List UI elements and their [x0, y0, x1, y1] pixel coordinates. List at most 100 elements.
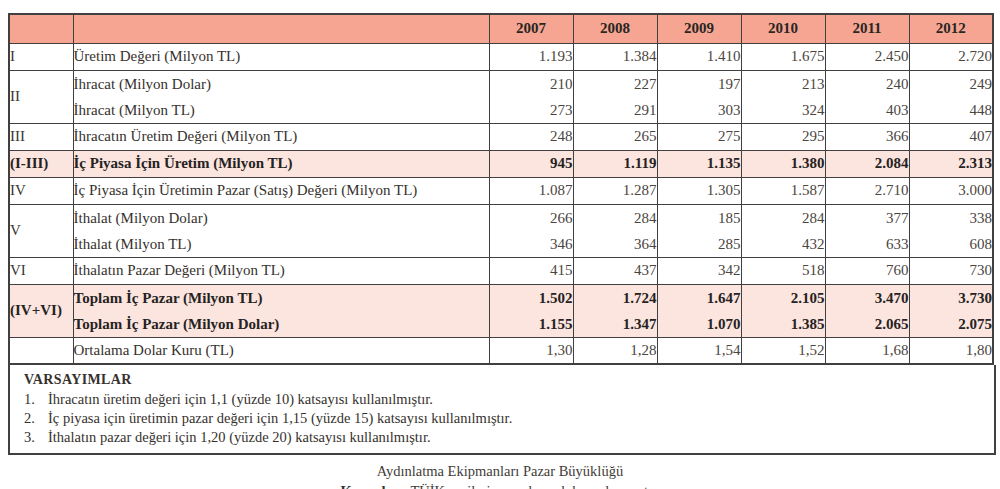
table-row: IV İç Piyasa İçin Üretimin Pazar (Satış)…: [9, 177, 993, 204]
value-cell: 2.313: [909, 150, 993, 177]
table-row: VI İthalatın Pazar Değeri (Milyon TL) 41…: [9, 257, 993, 284]
value-cell: 249448: [909, 70, 993, 123]
value-cell: 945: [489, 150, 573, 177]
row-label-line: İthalat (Milyon Dolar): [74, 205, 489, 231]
table-caption: Aydınlatma Ekipmanları Pazar Büyüklüğü K…: [8, 461, 992, 489]
value-cell: 1.193: [489, 43, 573, 70]
value-cell: 295: [741, 123, 825, 150]
assumption-number: 1.: [24, 390, 48, 409]
header-empty-cell: [73, 14, 489, 43]
source-text: TÜİK verileri esas alınarak hesaplanmışt…: [410, 483, 659, 489]
value-cell: 1.6471.070: [657, 284, 741, 337]
value-cell: 1.380: [741, 150, 825, 177]
assumption-item: 3. İthalatın pazar değeri için 1,20 (yüz…: [24, 428, 984, 447]
value-cell: 1,80: [909, 337, 993, 364]
value-cell: 1.135: [657, 150, 741, 177]
row-id-cell: VI: [9, 257, 73, 284]
assumption-item: 2. İç piyasa için üretimin pazar değeri …: [24, 409, 984, 428]
row-label-line: Toplam İç Pazar (Milyon Dolar): [74, 311, 489, 337]
assumption-text: İhracatın üretim değeri için 1,1 (yüzde …: [48, 390, 984, 409]
row-label-cell: İhracat (Milyon Dolar) İhracat (Milyon T…: [73, 70, 489, 123]
assumptions-box: VARSAYIMLAR 1. İhracatın üretim değeri i…: [8, 365, 996, 455]
year-header: 2010: [741, 14, 825, 43]
value-cell: 1,68: [825, 337, 909, 364]
caption-title: Aydınlatma Ekipmanları Pazar Büyüklüğü: [8, 461, 992, 481]
table-row: III İhracatın Üretim Değeri (Milyon TL) …: [9, 123, 993, 150]
row-label-cell: İthalat (Milyon Dolar) İthalat (Milyon T…: [73, 204, 489, 257]
assumption-item: 1. İhracatın üretim değeri için 1,1 (yüz…: [24, 390, 984, 409]
value-cell: 342: [657, 257, 741, 284]
year-header: 2007: [489, 14, 573, 43]
value-cell: 1.287: [573, 177, 657, 204]
row-id-cell: IV: [9, 177, 73, 204]
table-row: Ortalama Dolar Kuru (TL) 1,30 1,28 1,54 …: [9, 337, 993, 364]
value-cell: 366: [825, 123, 909, 150]
value-cell: 1.587: [741, 177, 825, 204]
caption-source: Kaynak:TÜİK verileri esas alınarak hesap…: [8, 481, 992, 489]
table-row: I Üretim Değeri (Milyon TL) 1.193 1.384 …: [9, 43, 993, 70]
source-separator: :: [390, 481, 411, 489]
year-header: 2009: [657, 14, 741, 43]
value-cell: 338608: [909, 204, 993, 257]
assumptions-title: VARSAYIMLAR: [24, 370, 984, 390]
assumption-number: 2.: [24, 409, 48, 428]
value-cell: 1.384: [573, 43, 657, 70]
source-label: Kaynak: [340, 483, 389, 489]
value-cell: 210273: [489, 70, 573, 123]
row-label-line: İhracat (Milyon Dolar): [74, 71, 489, 97]
document-page: 2007 2008 2009 2010 2011 2012 I Üretim D…: [0, 0, 1000, 489]
table-header-row: 2007 2008 2009 2010 2011 2012: [9, 14, 993, 43]
value-cell: 1,30: [489, 337, 573, 364]
value-cell: 275: [657, 123, 741, 150]
value-cell: 760: [825, 257, 909, 284]
value-cell: 265: [573, 123, 657, 150]
value-cell: 2.450: [825, 43, 909, 70]
value-cell: 248: [489, 123, 573, 150]
value-cell: 730: [909, 257, 993, 284]
value-cell: 2.1051.385: [741, 284, 825, 337]
value-cell: 1.119: [573, 150, 657, 177]
value-cell: 2.720: [909, 43, 993, 70]
value-cell: 197303: [657, 70, 741, 123]
row-id-cell: (IV+VI): [9, 284, 73, 337]
row-id-cell: II: [9, 70, 73, 123]
row-id-cell: III: [9, 123, 73, 150]
year-header: 2012: [909, 14, 993, 43]
value-cell: 1.7241.347: [573, 284, 657, 337]
value-cell: 185285: [657, 204, 741, 257]
value-cell: 213324: [741, 70, 825, 123]
row-id-cell: I: [9, 43, 73, 70]
year-header: 2011: [825, 14, 909, 43]
assumption-text: İç piyasa için üretimin pazar değeri içi…: [48, 409, 984, 428]
table-row: II İhracat (Milyon Dolar) İhracat (Milyo…: [9, 70, 993, 123]
assumption-number: 3.: [24, 428, 48, 447]
assumption-text: İthalatın pazar değeri için 1,20 (yüzde …: [48, 428, 984, 447]
value-cell: 2.084: [825, 150, 909, 177]
value-cell: 1.675: [741, 43, 825, 70]
value-cell: 1.5021.155: [489, 284, 573, 337]
value-cell: 3.000: [909, 177, 993, 204]
table-row: V İthalat (Milyon Dolar) İthalat (Milyon…: [9, 204, 993, 257]
row-label-cell: İç Piyasa İçin Üretim (Milyon TL): [73, 150, 489, 177]
table-row-highlight: (I-III) İç Piyasa İçin Üretim (Milyon TL…: [9, 150, 993, 177]
value-cell: 266346: [489, 204, 573, 257]
value-cell: 3.7302.075: [909, 284, 993, 337]
value-cell: 227291: [573, 70, 657, 123]
value-cell: 284432: [741, 204, 825, 257]
row-label-line: İthalat (Milyon TL): [74, 231, 489, 257]
market-size-table: 2007 2008 2009 2010 2011 2012 I Üretim D…: [8, 13, 994, 365]
value-cell: 284364: [573, 204, 657, 257]
value-cell: 377633: [825, 204, 909, 257]
row-label-cell: İthalatın Pazar Değeri (Milyon TL): [73, 257, 489, 284]
value-cell: 407: [909, 123, 993, 150]
value-cell: 2.710: [825, 177, 909, 204]
row-id-cell: (I-III): [9, 150, 73, 177]
value-cell: 1,52: [741, 337, 825, 364]
row-label-cell: Toplam İç Pazar (Milyon TL) Toplam İç Pa…: [73, 284, 489, 337]
value-cell: 1,28: [573, 337, 657, 364]
row-label-cell: Üretim Değeri (Milyon TL): [73, 43, 489, 70]
value-cell: 415: [489, 257, 573, 284]
row-label-cell: Ortalama Dolar Kuru (TL): [73, 337, 489, 364]
table-row-highlight: (IV+VI) Toplam İç Pazar (Milyon TL) Topl…: [9, 284, 993, 337]
value-cell: 1.087: [489, 177, 573, 204]
